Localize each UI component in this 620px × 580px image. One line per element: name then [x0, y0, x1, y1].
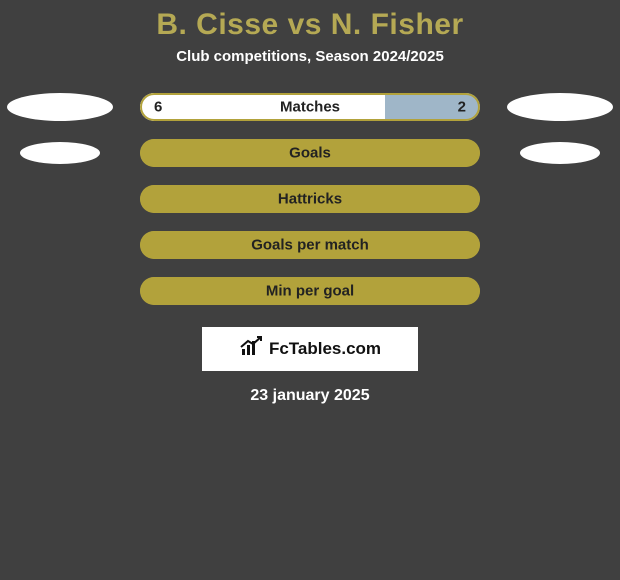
- stat-row: Goals: [0, 139, 620, 167]
- bar-label: Min per goal: [140, 283, 480, 300]
- stat-row: Matches6 2: [0, 93, 620, 121]
- stat-bar: Goals per match: [140, 231, 480, 259]
- stat-bar: Matches6 2: [140, 93, 480, 121]
- bar-label: Matches: [140, 99, 480, 116]
- left-ellipse-icon: [7, 93, 113, 121]
- page-title: B. Cisse vs N. Fisher: [0, 8, 620, 42]
- stat-row: Goals per match: [0, 231, 620, 259]
- right-ellipse-icon: [507, 93, 613, 121]
- bar-right-value: 2: [458, 99, 466, 116]
- right-cap: [504, 142, 616, 164]
- stat-row: Hattricks: [0, 185, 620, 213]
- footer-brand-box: FcTables.com: [202, 327, 418, 371]
- left-cap: [4, 93, 116, 121]
- comparison-infographic: B. Cisse vs N. Fisher Club competitions,…: [0, 0, 620, 580]
- bar-label: Hattricks: [140, 191, 480, 208]
- chart-icon: [239, 335, 263, 364]
- bar-label: Goals per match: [140, 237, 480, 254]
- right-cap: [504, 93, 616, 121]
- date-text: 23 january 2025: [0, 387, 620, 405]
- bar-label: Goals: [140, 145, 480, 162]
- left-cap: [4, 142, 116, 164]
- stat-rows: Matches6 2 Goals Hattricks Goals per match Mi…: [0, 93, 620, 305]
- page-subtitle: Club competitions, Season 2024/2025: [0, 48, 620, 65]
- stat-bar: Goals: [140, 139, 480, 167]
- right-ellipse-icon: [520, 142, 600, 164]
- left-ellipse-icon: [20, 142, 100, 164]
- bar-left-value: 6: [154, 99, 162, 116]
- stat-row: Min per goal: [0, 277, 620, 305]
- stat-bar: Hattricks: [140, 185, 480, 213]
- stat-bar: Min per goal: [140, 277, 480, 305]
- footer-brand-text: FcTables.com: [269, 339, 381, 359]
